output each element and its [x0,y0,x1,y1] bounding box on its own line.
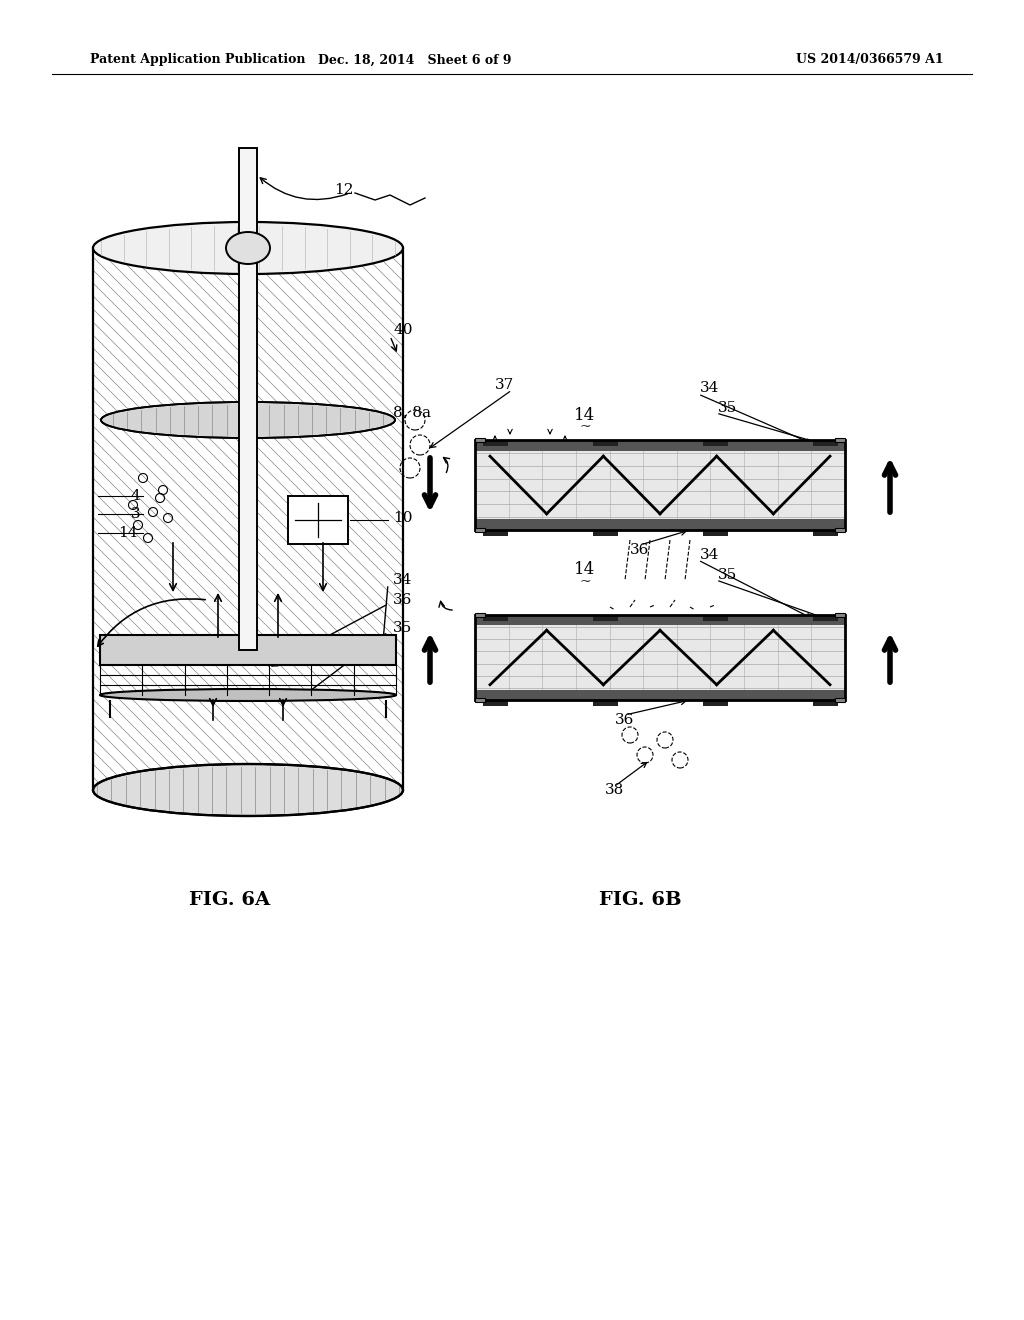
Text: 36: 36 [615,713,635,727]
Bar [835,612,845,616]
Text: 34: 34 [393,573,413,587]
Text: FIG. 6A: FIG. 6A [189,891,270,909]
Bar [475,440,845,531]
Bar [475,615,845,700]
Text: 10: 10 [393,511,413,525]
Text: 37: 37 [495,378,514,392]
Bar [703,440,728,446]
Ellipse shape [100,689,396,701]
Bar [475,615,845,626]
Bar [593,615,618,622]
Text: 14: 14 [574,561,596,578]
Text: 35: 35 [393,620,413,635]
Bar [475,438,485,442]
Bar [475,528,485,532]
Text: ~: ~ [580,420,591,434]
Text: ~: ~ [580,576,591,589]
Bar [483,700,508,706]
Bar [813,531,838,536]
Text: FIG. 6B: FIG. 6B [599,891,681,909]
Bar [593,700,618,706]
Text: 12: 12 [334,183,353,197]
Text: 8, 8a: 8, 8a [393,405,431,418]
Bar [835,698,845,702]
Bar [239,148,257,649]
Bar [703,531,728,536]
Bar [483,440,508,446]
Text: 35: 35 [718,401,737,414]
Text: Dec. 18, 2014   Sheet 6 of 9: Dec. 18, 2014 Sheet 6 of 9 [318,54,512,66]
Text: Patent Application Publication: Patent Application Publication [90,54,305,66]
Bar [475,698,485,702]
Bar [835,438,845,442]
Bar [475,519,845,531]
Bar [100,635,396,665]
Text: 35: 35 [718,568,737,582]
Bar [475,612,485,616]
Text: 4: 4 [130,488,140,503]
Bar [483,615,508,622]
Bar [813,440,838,446]
Text: 3: 3 [130,507,140,521]
Text: 34: 34 [700,381,720,395]
Bar [475,615,845,700]
Text: 36: 36 [631,543,649,557]
Bar [288,496,348,544]
Bar [93,248,403,789]
Text: 14: 14 [574,407,596,424]
Bar [593,440,618,446]
Bar [475,440,845,531]
Bar [703,615,728,622]
Bar [483,531,508,536]
Ellipse shape [226,232,270,264]
Ellipse shape [93,764,403,816]
Text: 38: 38 [605,783,625,797]
Bar [835,528,845,532]
Bar [475,690,845,700]
Bar [593,531,618,536]
Bar [813,615,838,622]
Text: 36: 36 [393,593,413,607]
Text: 34: 34 [700,548,720,562]
Bar [703,700,728,706]
Ellipse shape [101,403,395,438]
Bar [813,700,838,706]
Ellipse shape [93,222,403,275]
Text: 14: 14 [119,525,138,540]
Text: 40: 40 [393,323,413,337]
Text: US 2014/0366579 A1: US 2014/0366579 A1 [797,54,944,66]
Bar [475,440,845,451]
